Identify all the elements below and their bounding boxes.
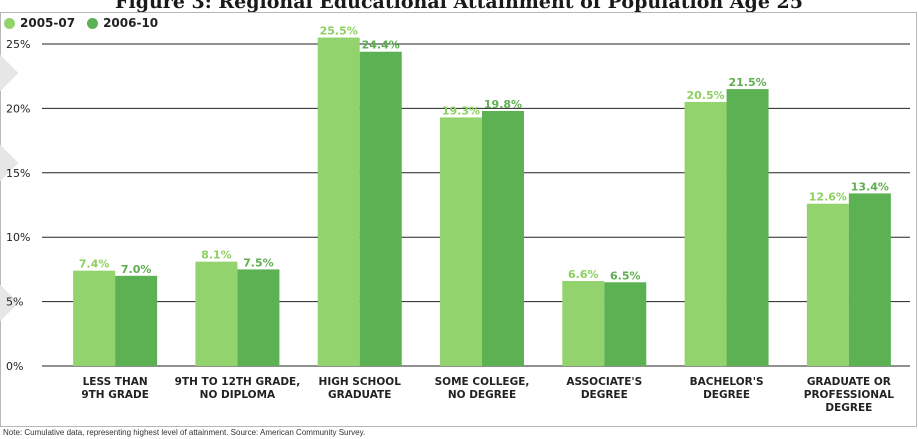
- data-label: 6.6%: [568, 268, 599, 281]
- x-tick-label: 9TH GRADE: [81, 389, 149, 401]
- bar-2005-07-6: [806, 203, 849, 366]
- y-tick-label: 5%: [6, 296, 23, 309]
- x-tick-label: GRADUATE: [328, 389, 391, 401]
- data-label: 20.5%: [686, 89, 724, 102]
- x-tick-label: 9TH TO 12TH GRADE,: [175, 376, 301, 388]
- bar-2005-07-4: [562, 280, 605, 366]
- source-note: Note: Cumulative data, representing high…: [3, 428, 366, 437]
- bar-2006-10-3: [482, 110, 524, 366]
- bar-2006-10-4: [604, 282, 647, 366]
- data-label: 6.5%: [610, 269, 641, 282]
- bar-2005-07-1: [195, 261, 238, 366]
- bar-2005-07-2: [317, 37, 360, 367]
- x-tick-label: BACHELOR'S: [690, 376, 764, 388]
- legend-label: 2006-10: [103, 16, 159, 30]
- legend: 2005-07 2006-10: [4, 14, 170, 32]
- x-tick-label: DEGREE: [703, 389, 750, 401]
- legend-label: 2005-07: [20, 16, 76, 30]
- bar-2006-10-6: [848, 193, 891, 366]
- y-tick-label: 0%: [6, 360, 23, 373]
- chart-frame: [0, 12, 917, 427]
- data-label: 21.5%: [728, 76, 766, 89]
- data-label: 8.1%: [201, 249, 232, 262]
- bar-2005-07-5: [684, 101, 727, 367]
- bar-2005-07-3: [440, 117, 482, 366]
- bar-2006-10-5: [726, 89, 769, 366]
- x-tick-label: PROFESSIONAL: [804, 389, 894, 401]
- legend-swatch: [4, 17, 15, 29]
- y-tick-label: 10%: [6, 231, 30, 244]
- data-label: 12.6%: [809, 191, 847, 204]
- x-tick-label: DEGREE: [825, 402, 872, 414]
- legend-swatch: [87, 17, 99, 29]
- x-tick-label: ASSOCIATE'S: [566, 376, 642, 388]
- y-tick-label: 15%: [6, 167, 30, 180]
- x-tick-label: DEGREE: [581, 389, 628, 401]
- data-label: 13.4%: [851, 180, 889, 193]
- data-label: 7.5%: [243, 256, 274, 269]
- data-label: 24.4%: [362, 39, 400, 52]
- bar-2006-10-0: [115, 275, 158, 366]
- x-tick-label: HIGH SCHOOL: [319, 376, 402, 388]
- data-label: 7.0%: [121, 263, 152, 276]
- legend-item-2005-07: 2005-07: [4, 16, 75, 30]
- x-tick-label: NO DIPLOMA: [200, 389, 276, 401]
- data-label: 19.8%: [484, 98, 522, 111]
- data-label: 7.4%: [79, 258, 110, 271]
- x-tick-label: GRADUATE OR: [807, 376, 891, 388]
- data-label: 25.5%: [320, 25, 358, 38]
- bar-2006-10-1: [237, 269, 280, 366]
- y-tick-label: 25%: [6, 38, 30, 51]
- x-tick-label: LESS THAN: [83, 376, 148, 388]
- legend-item-2006-10: 2006-10: [87, 16, 158, 30]
- chart-title: Figure 3: Regional Educational Attainmen…: [115, 0, 803, 13]
- bar-2005-07-0: [73, 270, 116, 366]
- data-label: 19.3%: [442, 104, 480, 117]
- x-tick-label: SOME COLLEGE,: [435, 376, 530, 388]
- x-tick-label: NO DEGREE: [448, 389, 516, 401]
- bar-2006-10-2: [359, 51, 402, 367]
- y-tick-label: 20%: [6, 102, 30, 115]
